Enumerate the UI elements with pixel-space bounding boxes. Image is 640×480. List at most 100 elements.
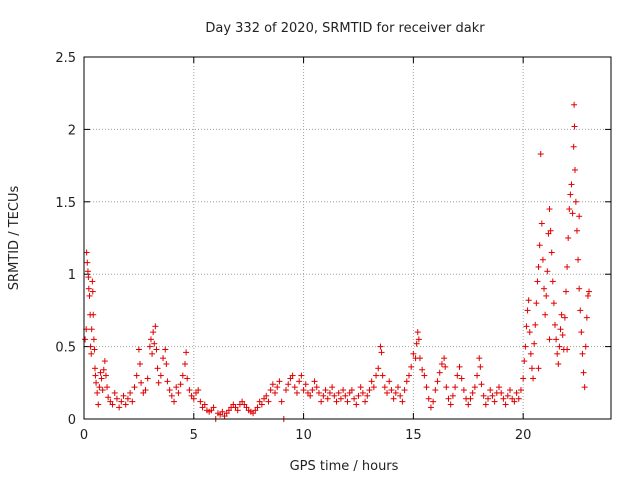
data-point [179,372,186,379]
data-point [521,358,528,365]
data-point [478,381,485,388]
data-point [434,378,441,385]
data-point [527,350,534,357]
data-point [95,401,102,408]
data-point [403,378,410,385]
data-point [570,143,577,150]
data-point [124,395,131,402]
data-point [513,389,520,396]
data-point [460,387,467,394]
data-point [166,387,173,394]
data-point [390,395,397,402]
data-point [84,259,91,266]
data-point [324,395,331,402]
data-point [476,355,483,362]
data-point [151,340,158,347]
data-point [571,101,578,108]
data-point [447,401,454,408]
data-point [313,384,320,391]
data-point [531,340,538,347]
data-point [541,285,548,292]
data-point [300,387,307,394]
data-point [562,288,569,295]
data-point [331,392,338,399]
data-point [109,401,116,408]
data-point [517,387,524,394]
data-point [83,249,90,256]
data-point [549,278,556,285]
data-point [381,384,388,391]
data-point [452,384,459,391]
y-tick-label: 2.5 [55,51,76,66]
data-point [442,363,449,370]
data-point [197,398,204,405]
data-point [561,314,568,321]
data-point [111,389,118,396]
data-point [210,404,217,411]
data-point [571,123,578,130]
data-point [546,206,553,213]
data-point [489,392,496,399]
data-point [173,384,180,391]
data-point [96,384,103,391]
data-point [278,398,285,405]
data-point [320,392,327,399]
data-point [465,401,472,408]
data-point [351,395,358,402]
data-point [274,384,281,391]
data-point [340,387,347,394]
data-point [152,323,159,330]
data-point [136,360,143,367]
data-point [533,300,540,307]
data-point [368,378,375,385]
data-point [537,151,544,158]
data-point [311,378,318,385]
data-point [441,355,448,362]
data-point [283,387,290,394]
data-point [526,329,533,336]
data-point [487,387,494,394]
data-point [353,401,360,408]
data-point [397,392,404,399]
data-point [85,274,92,281]
data-point [97,369,104,376]
data-point [309,387,316,394]
data-point [86,292,93,299]
data-point [528,365,535,372]
data-point [182,360,189,367]
data-point [326,389,333,396]
data-point [118,398,125,405]
y-tick-label: 1 [68,268,76,283]
data-point [160,355,167,362]
data-point [438,360,445,367]
data-point [427,404,434,411]
data-point [502,401,509,408]
data-point [98,375,105,382]
data-point [566,206,573,213]
data-point [454,372,461,379]
data-point [416,355,423,362]
data-point [580,369,587,376]
data-point [500,395,507,402]
data-point [569,210,576,217]
data-point [113,395,120,402]
data-point [88,350,95,357]
data-point [186,387,193,394]
data-point [127,389,134,396]
data-point [423,384,430,391]
x-tick-label: 5 [190,428,198,443]
data-point [302,381,309,388]
data-point [384,389,391,396]
plot-frame [83,56,612,420]
data-point [535,365,542,372]
data-point [415,336,422,343]
data-point [530,375,537,382]
data-point [315,389,322,396]
data-point [342,392,349,399]
data-point [318,398,325,405]
data-point [553,336,560,343]
data-point [99,387,106,394]
data-point [458,375,465,382]
data-point [469,389,476,396]
